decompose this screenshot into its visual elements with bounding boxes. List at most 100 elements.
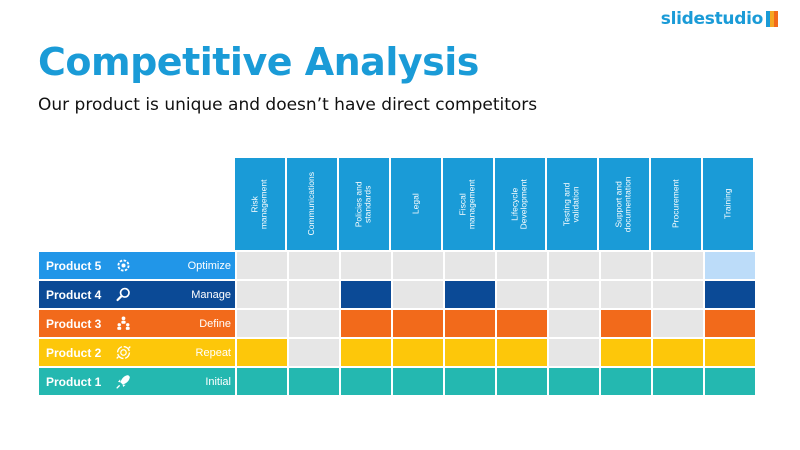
team-icon	[114, 315, 132, 333]
matrix-cell-empty	[237, 252, 287, 279]
matrix-cell-filled	[445, 310, 495, 337]
matrix-cell-filled	[445, 281, 495, 308]
matrix-cell-empty	[653, 281, 703, 308]
matrix-cell-filled	[705, 281, 755, 308]
product-rows: Product 5 Optimize Product 4 Manage Product …	[39, 252, 755, 395]
matrix-cell-empty	[289, 252, 339, 279]
column-header-label: Policies and standards	[353, 181, 373, 227]
product-row: Product 4 Manage	[39, 281, 755, 308]
column-header-label: Procurement	[670, 179, 681, 229]
matrix-cell-empty	[393, 252, 443, 279]
matrix-cell-filled	[601, 368, 651, 395]
matrix-cell-empty	[341, 252, 391, 279]
product-row: Product 5 Optimize	[39, 252, 755, 279]
column-header: Legal	[391, 158, 441, 250]
matrix-cell-empty	[549, 281, 599, 308]
matrix-cell-filled	[549, 368, 599, 395]
matrix-cell-empty	[237, 281, 287, 308]
product-name: Product 4	[46, 287, 102, 302]
matrix-cell-filled	[393, 310, 443, 337]
matrix-cell-filled	[601, 310, 651, 337]
matrix-cell-filled	[653, 368, 703, 395]
column-header-label: Legal	[410, 193, 421, 215]
product-name: Product 3	[46, 316, 102, 331]
column-header: Fiscal management	[443, 158, 493, 250]
matrix-cell-filled	[705, 339, 755, 366]
matrix-cell-empty	[445, 252, 495, 279]
matrix-cell-filled	[341, 281, 391, 308]
matrix-cell-filled	[341, 368, 391, 395]
matrix-cell-empty	[549, 339, 599, 366]
column-header-label: Lifecycle Development	[509, 178, 529, 230]
product-name: Product 2	[46, 345, 102, 360]
matrix-cell-filled	[393, 368, 443, 395]
brand-logo-text: slidestudio	[660, 9, 764, 29]
matrix-cell-filled	[601, 339, 651, 366]
column-header-label: Support and documentation	[613, 176, 634, 232]
rocket-icon	[114, 373, 132, 391]
matrix-cell-empty	[289, 310, 339, 337]
column-header-label: Fiscal management	[457, 179, 477, 229]
column-header: Policies and standards	[339, 158, 389, 250]
column-header: Risk management	[235, 158, 285, 250]
matrix-cell-filled	[497, 368, 547, 395]
matrix-cell-filled	[341, 339, 391, 366]
maturity-level: Define	[199, 317, 231, 330]
product-row: Product 1 Initial	[39, 368, 755, 395]
maturity-level: Optimize	[187, 259, 231, 272]
maturity-level: Initial	[205, 375, 231, 388]
matrix-cell-empty	[549, 252, 599, 279]
matrix-cell-empty	[497, 252, 547, 279]
matrix-cell-filled	[497, 310, 547, 337]
matrix-cell-filled	[705, 368, 755, 395]
column-header-row: Risk management Communications Policies an…	[235, 158, 753, 250]
matrix-cell-filled	[705, 310, 755, 337]
matrix-cell-filled	[497, 339, 547, 366]
brand-logo: slidestudio	[661, 9, 778, 29]
magnifier-icon	[114, 286, 132, 304]
product-label: Product 2 Repeat	[39, 339, 235, 366]
column-header-label: Testing and validation	[561, 182, 581, 226]
matrix-cell-empty	[601, 252, 651, 279]
matrix-cell-empty	[289, 281, 339, 308]
matrix-cell-filled	[289, 368, 339, 395]
gear-icon	[114, 257, 132, 275]
matrix-cell-filled	[705, 252, 755, 279]
maturity-level: Manage	[191, 288, 231, 301]
matrix-cell-empty	[549, 310, 599, 337]
column-header: Training	[703, 158, 753, 250]
column-header: Support and documentation	[599, 158, 649, 250]
cycle-icon	[114, 344, 132, 362]
product-row: Product 3 Define	[39, 310, 755, 337]
column-header: Procurement	[651, 158, 701, 250]
matrix-cell-filled	[237, 368, 287, 395]
matrix-cell-empty	[237, 310, 287, 337]
page-title: Competitive Analysis	[38, 40, 479, 84]
matrix-cell-filled	[393, 339, 443, 366]
product-name: Product 5	[46, 258, 102, 273]
matrix-cell-empty	[653, 252, 703, 279]
matrix-cell-empty	[393, 281, 443, 308]
column-header: Lifecycle Development	[495, 158, 545, 250]
product-label: Product 4 Manage	[39, 281, 235, 308]
matrix-cell-empty	[653, 310, 703, 337]
product-row: Product 2 Repeat	[39, 339, 755, 366]
matrix-cell-filled	[653, 339, 703, 366]
product-label: Product 5 Optimize	[39, 252, 235, 279]
column-header-label: Risk management	[249, 179, 269, 229]
brand-logo-mark	[766, 11, 778, 27]
product-label: Product 3 Define	[39, 310, 235, 337]
matrix-cell-empty	[601, 281, 651, 308]
matrix-cell-filled	[237, 339, 287, 366]
matrix-cell-filled	[341, 310, 391, 337]
product-label: Product 1 Initial	[39, 368, 235, 395]
matrix-cell-filled	[445, 339, 495, 366]
column-header-label: Communications	[306, 172, 317, 236]
maturity-level: Repeat	[195, 346, 231, 359]
product-name: Product 1	[46, 374, 102, 389]
matrix-cell-empty	[289, 339, 339, 366]
column-header: Communications	[287, 158, 337, 250]
column-header: Testing and validation	[547, 158, 597, 250]
page-subtitle: Our product is unique and doesn’t have d…	[38, 95, 538, 115]
matrix-cell-empty	[497, 281, 547, 308]
